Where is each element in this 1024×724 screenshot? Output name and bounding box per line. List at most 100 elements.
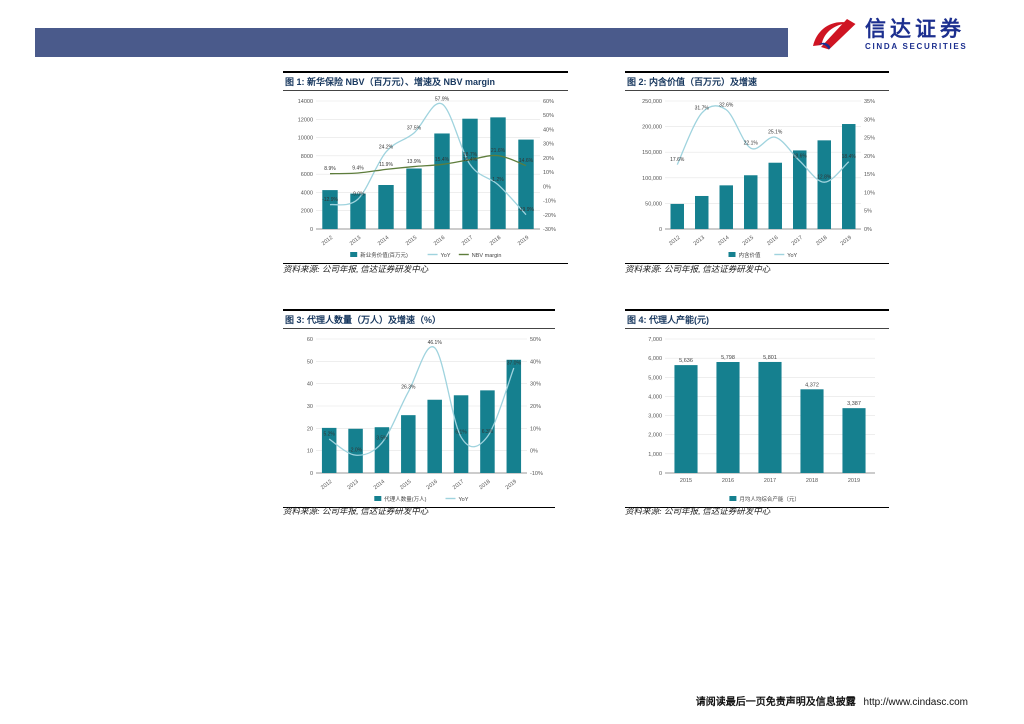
line-series [676,105,850,183]
axis-labels: 0 10 20 30 40 50 60 -10% 0% 10% 20% 30% 40% 50% [307,337,543,477]
svg-text:1,000: 1,000 [648,452,662,458]
svg-text:31.7%: 31.7% [695,106,710,112]
svg-text:10: 10 [307,449,313,455]
svg-text:2015: 2015 [680,478,692,484]
figure-1-title: 图 1: 新华保险 NBV（百万元）、增速及 NBV margin [283,71,568,91]
svg-text:3,387: 3,387 [847,401,861,407]
svg-text:10%: 10% [864,190,875,196]
data-labels: 17.6% 31.7% 32.6% 22.1% 25.1% 18.6% 12.8% 18.4% [670,102,856,180]
svg-text:0: 0 [659,471,662,477]
svg-text:8000: 8000 [301,154,313,160]
svg-text:40%: 40% [530,359,541,365]
svg-text:15%: 15% [864,172,875,178]
svg-text:6000: 6000 [301,172,313,178]
svg-text:40%: 40% [543,127,554,133]
svg-text:2019: 2019 [848,478,860,484]
figure-1-source: 资料来源: 公司年报, 信达证券研发中心 [283,264,429,274]
figure-2-source: 资料来源: 公司年报, 信达证券研发中心 [625,264,771,274]
svg-text:4,372: 4,372 [805,382,819,388]
figure-1-chart: 0 2000 4000 6000 8000 10000 12000 14000 -30% -20%… [283,96,568,264]
bar-series [322,117,534,229]
bar-series [674,361,866,473]
cinda-logo-icon [813,19,856,50]
svg-text:30%: 30% [864,117,875,123]
svg-text:YoY: YoY [787,253,797,259]
svg-text:-2.0%: -2.0% [349,448,363,454]
line-series [328,346,515,456]
svg-text:NBV margin: NBV margin [472,253,502,259]
svg-text:2017: 2017 [461,235,474,247]
svg-text:14000: 14000 [298,99,313,105]
svg-text:50,000: 50,000 [645,201,662,207]
svg-text:60%: 60% [543,99,554,105]
x-axis-labels: 2012 2013 2014 2015 2016 2017 2018 2019 [668,235,853,247]
svg-text:25.1%: 25.1% [768,130,783,136]
svg-text:57.9%: 57.9% [435,96,450,102]
svg-text:10%: 10% [530,426,541,432]
svg-text:9.4%: 9.4% [352,165,364,171]
svg-text:2015: 2015 [405,235,418,247]
svg-text:6,000: 6,000 [648,356,662,362]
legend: 代理人数量(万人) YoY [374,495,469,503]
header-bar [35,28,788,57]
svg-text:24.2%: 24.2% [379,144,394,150]
svg-text:2018: 2018 [815,235,828,247]
svg-text:3,000: 3,000 [648,414,662,420]
figure-2: 图 2: 内含价值（百万元）及增速 0 50,000 100,000 150,000 2… [625,71,889,264]
svg-text:-30%: -30% [543,227,556,233]
axis-labels: 0 2000 4000 6000 8000 10000 12000 14000 -30% -20%… [298,99,556,233]
svg-text:0: 0 [659,227,662,233]
svg-text:14.6%: 14.6% [519,158,534,164]
svg-text:2013: 2013 [349,235,362,247]
legend: 内含价值 YoY [728,251,798,259]
svg-text:2018: 2018 [478,479,491,491]
svg-text:2017: 2017 [791,235,804,247]
svg-text:-19.9%: -19.9% [518,207,534,213]
svg-text:代理人数量(万人): 代理人数量(万人) [384,495,426,503]
logo-text: 信达证券 CINDA SECURITIES [865,19,967,51]
svg-text:18.4%: 18.4% [842,154,857,160]
svg-text:2017: 2017 [452,479,465,491]
svg-text:20%: 20% [864,154,875,160]
gridlines [665,100,861,230]
svg-text:37.0%: 37.0% [507,361,522,367]
svg-text:8.9%: 8.9% [324,166,336,172]
line-series [329,102,527,216]
svg-text:30%: 30% [543,142,554,148]
svg-text:内含价值: 内含价值 [739,251,762,259]
x-axis-labels: 2015 2016 2017 2018 2019 [680,478,860,484]
svg-text:6.1%: 6.1% [455,430,467,436]
svg-text:2016: 2016 [426,479,439,491]
footer-disclaimer: 请阅读最后一页免责声明及信息披露 [695,697,856,708]
svg-text:20%: 20% [543,156,554,162]
svg-text:-10%: -10% [543,199,556,205]
footer-url[interactable]: http://www.cindasc.com [863,697,968,708]
svg-text:0: 0 [310,471,313,477]
svg-text:2019: 2019 [517,235,530,247]
svg-text:2016: 2016 [766,235,779,247]
svg-text:0%: 0% [530,449,538,455]
svg-text:2013: 2013 [693,235,706,247]
svg-text:2016: 2016 [433,235,446,247]
svg-text:月均人均综合产能（元）: 月均人均综合产能（元） [739,495,800,503]
figure-4: 图 4: 代理人产能(元) 0 1,000 2,000 3,000 4,000 5,000… [625,309,889,508]
svg-text:12000: 12000 [298,117,313,123]
svg-text:20: 20 [307,426,313,432]
svg-text:18.6%: 18.6% [793,153,808,159]
svg-text:2012: 2012 [668,235,681,247]
x-axis-labels: 2012 2013 2014 2015 2016 2017 2018 2019 [321,235,530,247]
svg-text:100,000: 100,000 [642,176,662,182]
svg-text:30%: 30% [530,382,541,388]
svg-text:-10%: -10% [530,471,543,477]
svg-text:46.1%: 46.1% [428,340,443,346]
data-labels: 5.2% -2.0% 3.5% 26.3% 46.1% 6.1% 6.3% 37.0% [323,340,521,453]
svg-text:2015: 2015 [399,479,412,491]
svg-text:200,000: 200,000 [642,125,662,131]
svg-text:2014: 2014 [717,235,730,247]
svg-text:17.6%: 17.6% [670,157,685,163]
svg-text:2019: 2019 [505,479,518,491]
svg-text:-12.9%: -12.9% [322,197,338,203]
figure-3-title: 图 3: 代理人数量（万人）及增速（%） [283,309,555,329]
svg-text:15.4%: 15.4% [463,157,478,163]
